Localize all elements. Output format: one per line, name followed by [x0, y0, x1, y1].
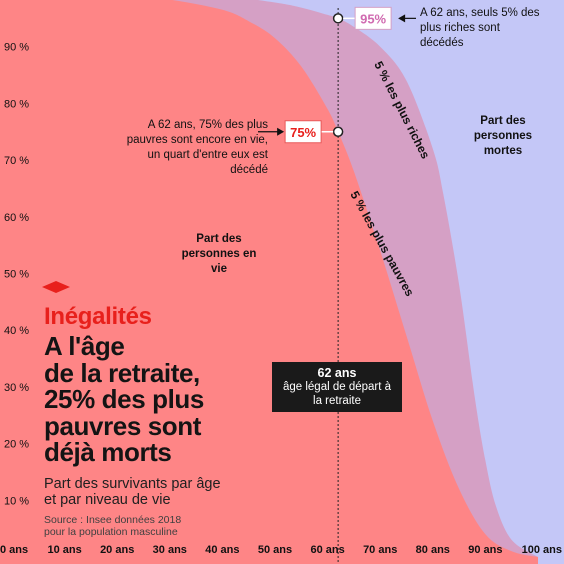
- marker-95-box: [354, 6, 392, 30]
- source-note: Source : Insee données 2018 pour la popu…: [44, 513, 182, 538]
- y-tick-label: 40 %: [4, 325, 29, 337]
- y-tick-label: 70 %: [4, 155, 29, 167]
- poor-annotation: A 62 ans, 75% des plus pauvres sont enco…: [126, 119, 268, 176]
- x-tick-label: 60 ans: [310, 544, 344, 556]
- x-tick-label: 40 ans: [205, 544, 239, 556]
- y-tick-label: 90 %: [4, 42, 29, 54]
- y-tick-label: 20 %: [4, 439, 29, 451]
- rich-annotation: A 62 ans, seuls 5% des plus riches sont …: [420, 7, 540, 49]
- retirement-age-label: 62 ans âge légal de départ à la retraite: [272, 362, 402, 412]
- marker-75-box: [284, 120, 322, 144]
- x-tick-label: 0 ans: [0, 544, 28, 556]
- poor-arrow-icon: [277, 127, 285, 136]
- rich-arrow-icon: [398, 14, 406, 23]
- title-block: Inégalités A l'âge de la retraite, 25% d…: [44, 303, 294, 538]
- y-tick-label: 80 %: [4, 98, 29, 110]
- x-tick-label: 10 ans: [47, 544, 81, 556]
- alive-area-label: Part des personnes en vie: [181, 233, 257, 275]
- marker-75-label: 75%: [290, 125, 316, 140]
- area-poorest: [0, 0, 538, 564]
- dead-area-label: Part des personnes mortes: [473, 115, 533, 157]
- y-tick-label: 30 %: [4, 382, 29, 394]
- y-tick-label: 60 %: [4, 212, 29, 224]
- marker-95-label: 95%: [360, 11, 386, 26]
- marker-75-circle: [332, 126, 344, 137]
- marker-95-circle: [332, 13, 344, 24]
- section-label: Inégalités: [44, 303, 152, 330]
- x-tick-label: 80 ans: [416, 544, 450, 556]
- x-tick-label: 50 ans: [258, 544, 292, 556]
- x-tick-label: 20 ans: [100, 544, 134, 556]
- x-tick-label: 90 ans: [468, 544, 502, 556]
- x-tick-label: 100 ans: [522, 544, 562, 556]
- headline: A l'âge de la retraite, 25% des plus pau…: [44, 331, 204, 467]
- x-tick-label: 70 ans: [363, 544, 397, 556]
- subtitle: Part des survivants par âge et par nivea…: [44, 475, 221, 508]
- x-tick-label: 30 ans: [153, 544, 187, 556]
- y-tick-label: 10 %: [4, 495, 29, 507]
- y-tick-label: 50 %: [4, 269, 29, 281]
